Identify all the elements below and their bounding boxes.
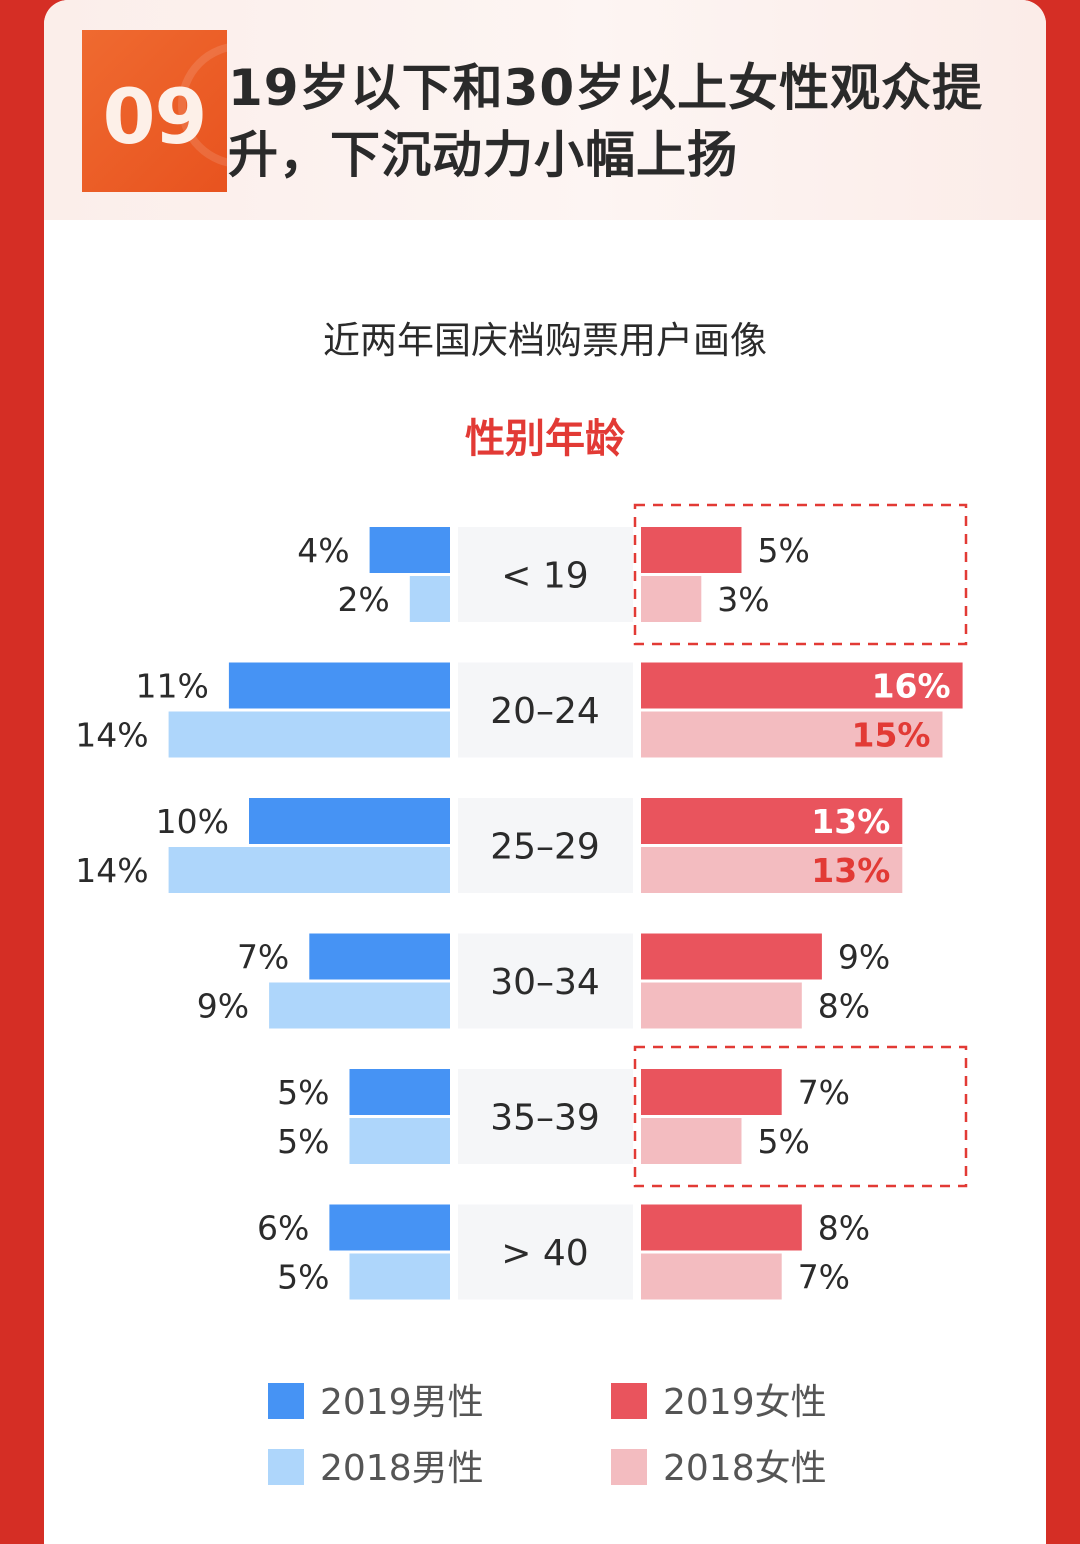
bar-2018-male (269, 982, 450, 1029)
age-group-box (458, 933, 633, 1029)
age-group-label: 20–24 (490, 691, 600, 732)
label-2019-female: 9% (838, 938, 890, 977)
bar-2018-male (168, 711, 450, 758)
label-2019-female: 13% (811, 802, 890, 841)
bar-2019-female (641, 527, 742, 573)
legend-label: 2018女性 (663, 1448, 827, 1489)
chart-subtitle: 性别年龄 (465, 416, 625, 462)
label-2019-male: 7% (237, 938, 289, 977)
age-group-label: 25–29 (490, 827, 600, 868)
label-2018-male: 2% (337, 580, 389, 619)
bar-2019-male (349, 1069, 450, 1115)
age-group-box (458, 798, 633, 893)
label-2018-female: 15% (852, 716, 931, 755)
bar-2018-female (641, 982, 802, 1029)
highlight-box (633, 1045, 968, 1188)
label-2019-male: 5% (277, 1073, 329, 1112)
label-2018-female: 13% (811, 851, 890, 890)
bar-2019-male (249, 798, 450, 844)
bar-2019-male (369, 527, 450, 573)
bar-2018-female (641, 1253, 782, 1300)
bar-2018-female (641, 847, 903, 893)
bar-2019-female (641, 1204, 802, 1251)
bar-2018-male (409, 576, 450, 622)
bar-2019-female (641, 1069, 782, 1115)
age-group-label: 30–34 (490, 962, 600, 1003)
section-title-line-2: 升，下沉动力小幅上扬 (228, 126, 738, 184)
label-2019-male: 11% (136, 667, 209, 706)
bar-2019-female (641, 933, 822, 980)
section-badge: 09 (82, 30, 227, 192)
label-2019-male: 10% (156, 802, 229, 841)
bar-2018-male (349, 1253, 450, 1300)
bar-2019-male (228, 662, 450, 709)
section-number: 09 (102, 72, 208, 161)
age-group-label: > 40 (501, 1233, 588, 1274)
bar-2018-female (641, 1118, 742, 1164)
bar-2019-female (641, 662, 963, 709)
age-group-box (458, 1069, 633, 1164)
label-2018-male: 14% (75, 716, 148, 755)
legend-label: 2018男性 (320, 1448, 484, 1489)
bar-2018-male (168, 847, 450, 893)
label-2019-female: 5% (758, 531, 810, 570)
bar-2018-male (349, 1118, 450, 1164)
legend-swatch (611, 1383, 647, 1419)
legend-swatch (268, 1383, 304, 1419)
bar-2019-male (309, 933, 450, 980)
label-2018-male: 9% (197, 987, 249, 1026)
label-2019-female: 8% (818, 1209, 870, 1248)
age-group-box (458, 662, 633, 758)
bar-2019-female (641, 798, 903, 844)
label-2018-female: 5% (758, 1122, 810, 1161)
label-2018-female: 3% (717, 580, 769, 619)
bar-2018-female (641, 576, 702, 622)
legend-swatch (268, 1449, 304, 1485)
label-2018-female: 8% (818, 987, 870, 1026)
label-2019-female: 16% (872, 667, 951, 706)
label-2018-male: 5% (277, 1122, 329, 1161)
label-2018-male: 5% (277, 1258, 329, 1297)
legend-label: 2019女性 (663, 1382, 827, 1423)
bar-2019-male (329, 1204, 450, 1251)
label-2018-female: 7% (798, 1258, 850, 1297)
section-title-line-1: 19岁以下和30岁以上女性观众提 (228, 59, 984, 117)
header-banner: 09 (44, 0, 1046, 220)
chart-title: 近两年国庆档购票用户画像 (323, 319, 767, 362)
label-2018-male: 14% (75, 851, 148, 890)
label-2019-male: 4% (297, 531, 349, 570)
age-group-label: 35–39 (490, 1098, 600, 1139)
label-2019-female: 7% (798, 1073, 850, 1112)
age-group-label: < 19 (501, 556, 588, 597)
label-2019-male: 6% (257, 1209, 309, 1248)
highlight-box (633, 503, 968, 646)
legend-swatch (611, 1449, 647, 1485)
age-group-box (458, 527, 633, 622)
age-group-box (458, 1204, 633, 1300)
bar-2018-female (641, 711, 943, 758)
legend-label: 2019男性 (320, 1382, 484, 1423)
